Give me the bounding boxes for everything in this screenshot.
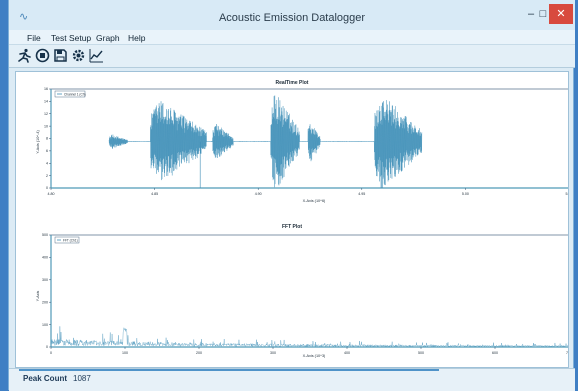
rt-x-tick-label: 4.95 bbox=[358, 192, 365, 196]
realtime-plot-title: RealTime Plot bbox=[276, 80, 309, 86]
realtime-y-axis-title: Y-Axis (10^-4) bbox=[36, 129, 40, 153]
fft-x-tick-label: 100 bbox=[122, 351, 128, 355]
menu-graph[interactable]: Graph bbox=[96, 33, 120, 43]
maximize-button[interactable]: □ bbox=[539, 8, 547, 20]
fft-y-axis-title: Y-Axis bbox=[36, 291, 40, 302]
rt-y-tick-label: 14 bbox=[44, 100, 48, 104]
rt-y-tick-label: 4 bbox=[46, 161, 48, 165]
fft-legend-label: FFT (Ch1) bbox=[63, 238, 78, 242]
menu-file[interactable]: File bbox=[27, 33, 41, 43]
fft-x-tick-label: 300 bbox=[270, 351, 276, 355]
rt-x-tick-label: 4.85 bbox=[151, 192, 158, 196]
fft-plot[interactable]: FFT Plot 0 100 200 300 400 500 600 700 0 100 200 30… bbox=[16, 216, 568, 366]
fft-y-tick-label: 200 bbox=[42, 300, 48, 304]
fft-x-tick-label: 500 bbox=[418, 351, 424, 355]
fft-x-tick-label: 200 bbox=[196, 351, 202, 355]
settings-button[interactable] bbox=[71, 48, 86, 63]
fft-x-axis-title: X-Axis (10^3) bbox=[303, 354, 326, 358]
graph-button[interactable] bbox=[89, 48, 104, 63]
rt-y-tick-label: 10 bbox=[44, 124, 48, 128]
fft-y-tick-label: 400 bbox=[42, 256, 48, 260]
realtime-plot[interactable]: RealTime Plot 4.80 4.85 4.90 4.95 5.00 5.05 0 2… bbox=[16, 72, 568, 212]
graph-icon bbox=[89, 49, 103, 63]
window-title: Acoustic Emission Datalogger bbox=[218, 12, 366, 24]
run-icon bbox=[18, 48, 31, 63]
minimize-button[interactable]: – bbox=[527, 8, 535, 20]
fft-plot-frame bbox=[50, 234, 568, 348]
title-bar[interactable]: ∿ Acoustic Emission Datalogger – □ ✕ bbox=[9, 0, 575, 30]
status-accent-line bbox=[19, 369, 439, 371]
fft-series-line bbox=[50, 326, 568, 348]
app-window: ∿ Acoustic Emission Datalogger – □ ✕ Fil… bbox=[8, 0, 575, 391]
menu-help[interactable]: Help bbox=[128, 33, 146, 43]
menu-bar: File Test Setup Graph Help bbox=[9, 30, 575, 45]
stop-button[interactable] bbox=[35, 48, 50, 63]
run-button[interactable] bbox=[17, 48, 32, 63]
realtime-x-axis-title: X-Axis (10^6) bbox=[303, 199, 326, 203]
save-icon bbox=[54, 49, 67, 62]
rt-x-tick-label: 5.05 bbox=[566, 192, 569, 196]
fft-y-tick-label: 500 bbox=[42, 233, 48, 237]
rt-y-tick-label: 0 bbox=[46, 186, 48, 190]
rt-y-tick-label: 16 bbox=[44, 87, 48, 91]
rt-y-tick-label: 2 bbox=[46, 174, 48, 178]
settings-icon bbox=[72, 49, 85, 62]
save-button[interactable] bbox=[53, 48, 68, 63]
fft-x-tick-label: 700 bbox=[566, 351, 568, 355]
menu-test-setup[interactable]: Test Setup bbox=[51, 33, 92, 43]
stop-icon bbox=[35, 48, 50, 63]
close-button[interactable]: ✕ bbox=[549, 4, 573, 24]
plot-area: RealTime Plot 4.80 4.85 4.90 4.95 5.00 5.05 0 2… bbox=[15, 71, 569, 368]
rt-y-tick-label: 6 bbox=[46, 149, 48, 153]
fft-y-tick-label: 100 bbox=[42, 323, 48, 327]
app-icon: ∿ bbox=[19, 11, 29, 23]
fft-x-tick-label: 400 bbox=[344, 351, 350, 355]
rt-y-tick-label: 8 bbox=[46, 137, 48, 141]
rt-x-tick-label: 5.00 bbox=[462, 192, 469, 196]
peak-count-label: Peak Count bbox=[23, 374, 68, 383]
realtime-legend-box bbox=[54, 90, 86, 98]
fft-legend-box bbox=[54, 236, 80, 244]
fft-x-tick-label: 0 bbox=[50, 351, 52, 355]
fft-y-tick-label: 300 bbox=[42, 278, 48, 282]
rt-x-tick-label: 4.80 bbox=[48, 192, 55, 196]
realtime-legend-label: Channel 1 (Ch) bbox=[64, 92, 86, 96]
rt-y-tick-label: 12 bbox=[44, 112, 48, 116]
status-bar: Peak Count 1087 bbox=[9, 368, 575, 391]
realtime-series-line bbox=[108, 95, 423, 189]
peak-count-value: 1087 bbox=[73, 374, 91, 383]
toolbar bbox=[9, 45, 575, 68]
fft-y-tick-label: 0 bbox=[46, 345, 48, 349]
rt-x-tick-label: 4.90 bbox=[255, 192, 262, 196]
fft-plot-title: FFT Plot bbox=[282, 224, 302, 230]
fft-x-tick-label: 600 bbox=[492, 351, 498, 355]
